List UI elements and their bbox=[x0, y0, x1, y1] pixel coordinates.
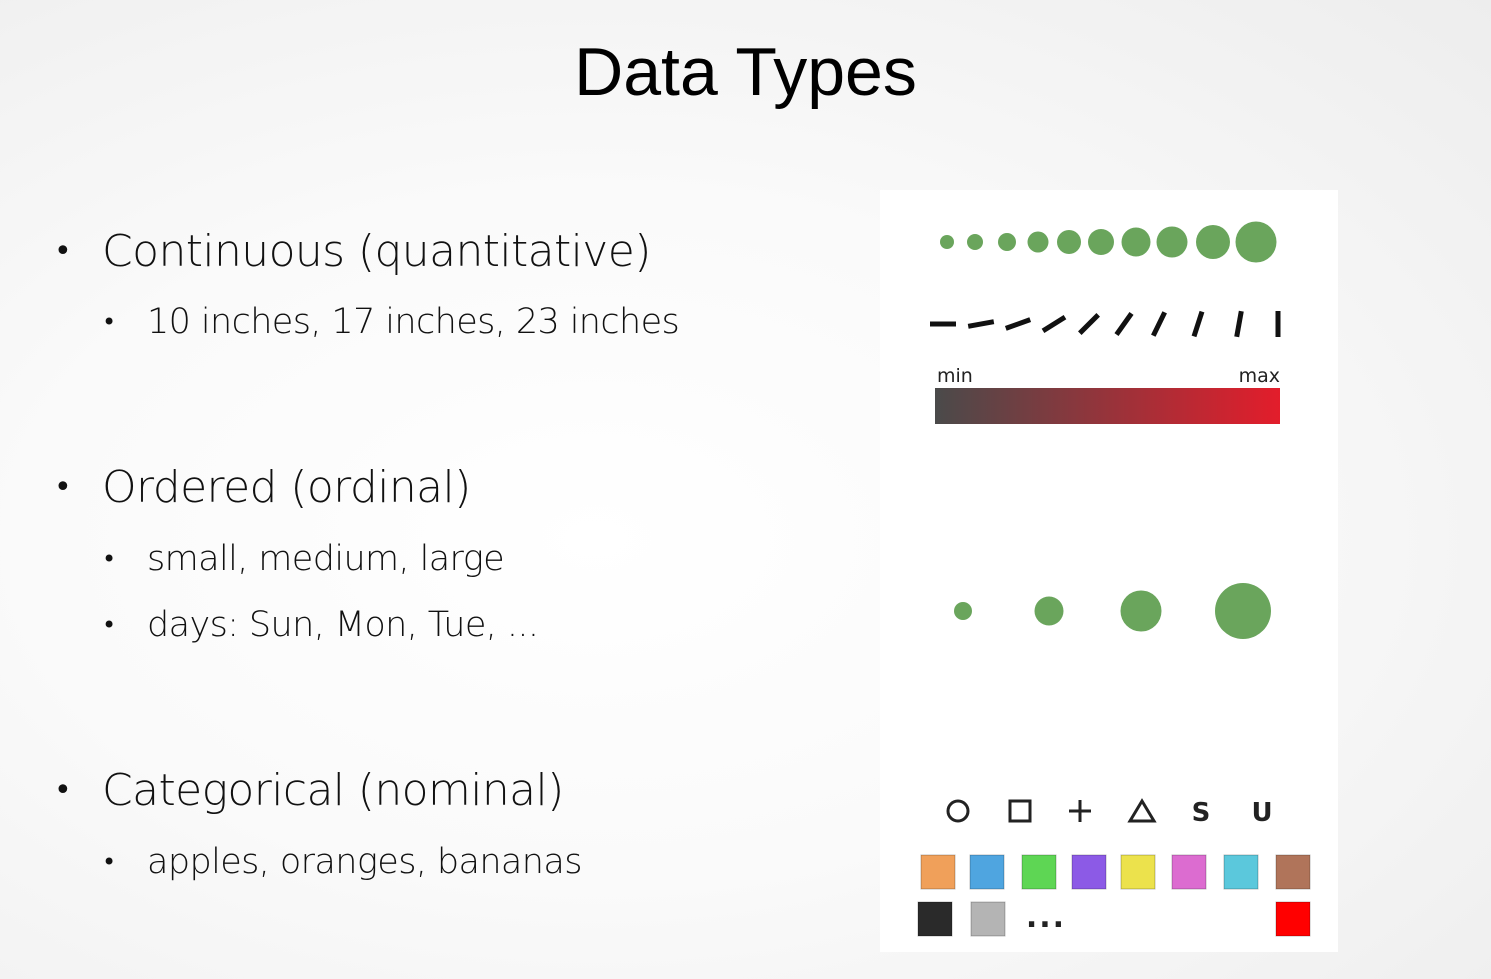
colorbar-min-label: min bbox=[937, 365, 973, 387]
sub-bullet-label: 10 inches, 17 inches, 23 inches bbox=[147, 302, 680, 342]
bullet-label: Categorical (nominal) bbox=[102, 765, 564, 816]
continuous-dot bbox=[940, 235, 954, 249]
continuous-dot bbox=[967, 234, 983, 250]
bullet-dot: • bbox=[54, 470, 72, 505]
angle-tick bbox=[1191, 310, 1205, 338]
angle-tick bbox=[1234, 310, 1244, 338]
color-swatch bbox=[920, 854, 956, 890]
ordinal-dot bbox=[1034, 596, 1064, 626]
categorical-shapes bbox=[946, 798, 1157, 823]
slide-title: Data Types bbox=[574, 34, 917, 110]
continuous-dot bbox=[1121, 227, 1151, 257]
continuous-size-dots bbox=[940, 221, 1277, 263]
angle-tick bbox=[1078, 313, 1100, 335]
bullet-dot: • bbox=[102, 848, 116, 876]
u-shape-icon: U bbox=[1251, 798, 1272, 828]
continuous-dot bbox=[1196, 225, 1230, 259]
triangle-shape-icon bbox=[1127, 798, 1157, 823]
sub-bullet-label: apples, oranges, bananas bbox=[147, 842, 582, 882]
ordinal-dot bbox=[1120, 590, 1162, 632]
bullet-dot: • bbox=[102, 308, 116, 336]
color-swatch bbox=[1275, 901, 1311, 937]
bullet-label: Ordered (ordinal) bbox=[102, 462, 471, 513]
encoding-figure: min max S U ... bbox=[917, 221, 1311, 937]
plus-shape-icon bbox=[1069, 800, 1091, 822]
color-swatch bbox=[1171, 854, 1207, 890]
angle-tick bbox=[1004, 317, 1032, 331]
color-swatch bbox=[917, 901, 953, 937]
continuous-angle-ticks bbox=[930, 310, 1281, 338]
colorbar-max-label: max bbox=[1239, 365, 1280, 387]
color-swatch bbox=[969, 854, 1005, 890]
continuous-dot bbox=[1027, 231, 1049, 253]
angle-tick bbox=[967, 319, 995, 329]
color-swatch bbox=[1071, 854, 1107, 890]
color-swatch bbox=[1021, 854, 1057, 890]
angle-tick bbox=[1151, 311, 1167, 337]
bullet-label: Continuous (quantitative) bbox=[102, 226, 651, 277]
continuous-dot bbox=[1057, 230, 1081, 254]
ordinal-dot bbox=[954, 602, 972, 620]
sub-bullet-label: days: Sun, Mon, Tue, ... bbox=[147, 605, 539, 645]
bullet-dot: • bbox=[54, 773, 72, 808]
bullet-dot: • bbox=[102, 545, 116, 573]
square-shape-icon bbox=[1008, 799, 1032, 823]
encoding-figure-panel: min max S U ... bbox=[880, 190, 1338, 952]
circle-shape-icon bbox=[946, 799, 970, 823]
ordinal-dot bbox=[1215, 583, 1271, 639]
continuous-dot bbox=[1235, 221, 1277, 263]
ordinal-size-dots bbox=[954, 583, 1271, 639]
angle-tick bbox=[1041, 314, 1067, 334]
color-swatch bbox=[1223, 854, 1259, 890]
colorbar-gradient bbox=[935, 388, 1280, 424]
color-swatch bbox=[1120, 854, 1156, 890]
sub-bullet-label: small, medium, large bbox=[147, 539, 505, 579]
continuous-dot bbox=[998, 233, 1016, 251]
continuous-dot bbox=[1088, 229, 1114, 255]
categorical-color-swatches bbox=[917, 854, 1311, 937]
angle-tick bbox=[1114, 311, 1134, 337]
color-swatch bbox=[970, 901, 1006, 937]
swatch-ellipsis: ... bbox=[1026, 900, 1066, 935]
bullet-dot: • bbox=[54, 234, 72, 269]
bullet-dot: • bbox=[102, 611, 116, 639]
continuous-dot bbox=[1156, 226, 1188, 258]
color-swatch bbox=[1275, 854, 1311, 890]
s-shape-icon: S bbox=[1192, 798, 1211, 828]
